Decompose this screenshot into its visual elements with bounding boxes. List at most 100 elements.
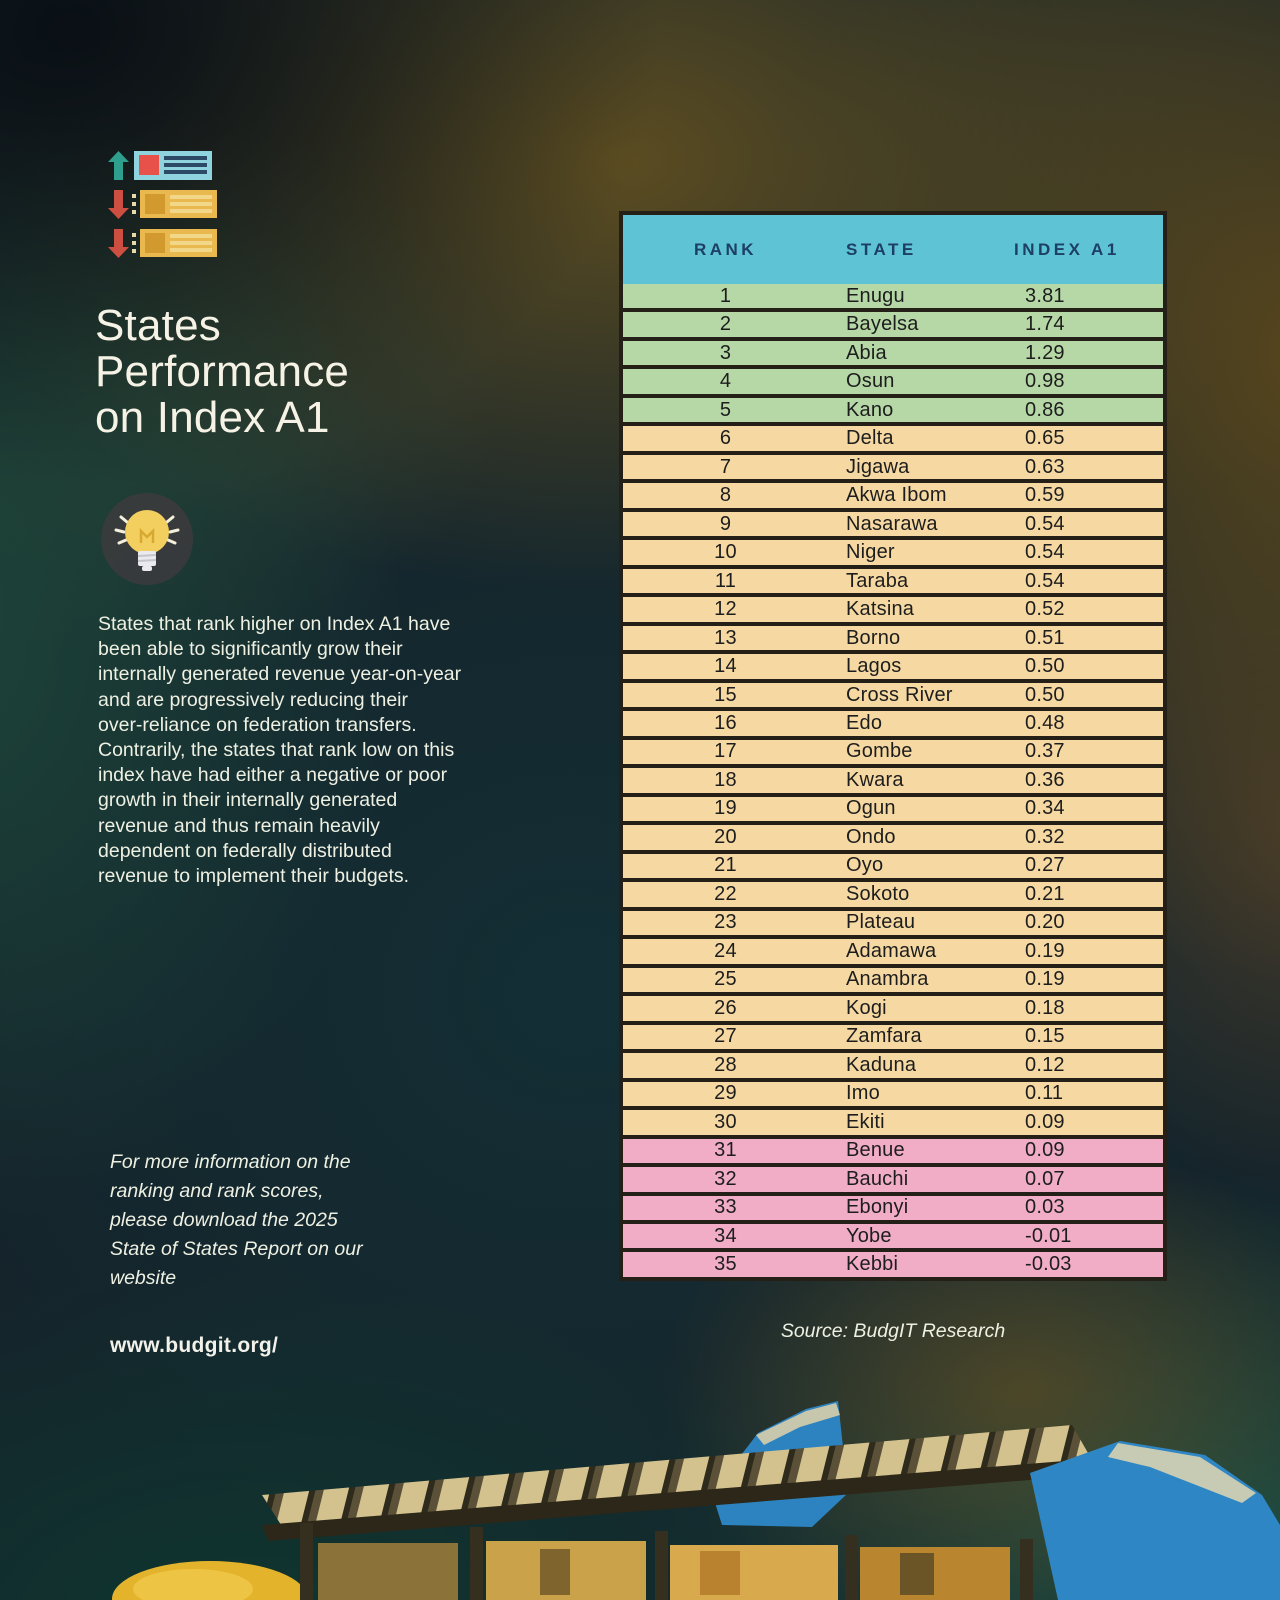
value-cell: 0.19 (1025, 968, 1065, 991)
state-cell: Enugu (846, 284, 905, 307)
value-cell: 0.86 (1025, 398, 1065, 421)
description-text: States that rank higher on Index A1 have… (98, 612, 461, 889)
description-line: internally generated revenue year-on-yea… (98, 663, 462, 686)
state-cell: Borno (846, 626, 901, 649)
state-cell: Kogi (846, 996, 887, 1019)
state-cell: Bayelsa (846, 313, 919, 336)
lightbulb-icon (101, 493, 193, 590)
value-cell: 0.15 (1025, 1025, 1065, 1048)
website-url: www.budgit.org/ (110, 1334, 279, 1357)
value-cell: 0.63 (1025, 455, 1065, 478)
table-row: 3 Abia 1.29 (623, 340, 1163, 366)
rank-cell: 23 (714, 911, 737, 934)
value-cell: 0.65 (1025, 427, 1065, 450)
state-cell: Kebbi (846, 1253, 899, 1276)
table-row: 14 Lagos 0.50 (623, 654, 1163, 679)
title-line: on Index A1 (95, 393, 330, 442)
rank-cell: 18 (714, 768, 737, 791)
low-rank-card-icon (140, 190, 217, 218)
table-row: 7 Jigawa 0.63 (623, 454, 1163, 480)
rank-cell: 32 (714, 1167, 737, 1190)
note-line: For more information on the (110, 1151, 351, 1173)
table-row: 20 Ondo 0.32 (623, 825, 1163, 850)
value-cell: 0.48 (1025, 712, 1065, 734)
rank-cell: 3 (719, 341, 732, 364)
top-rank-card-icon (134, 150, 212, 180)
value-cell: 0.54 (1025, 512, 1065, 535)
state-cell: Delta (846, 427, 894, 450)
state-cell: Lagos (846, 655, 902, 678)
value-cell: 0.37 (1025, 740, 1065, 763)
value-cell: -0.03 (1025, 1253, 1072, 1276)
table-row: 16 Edo 0.48 (623, 711, 1163, 736)
table-row: 8 Akwa Ibom 0.59 (623, 483, 1163, 508)
state-cell: Anambra (846, 968, 929, 991)
rank-cell: 14 (714, 655, 737, 678)
dots-icon (132, 233, 136, 253)
state-cell: Niger (846, 541, 895, 564)
state-cell: Edo (846, 712, 883, 734)
rank-cell: 12 (714, 598, 737, 621)
column-header-rank: RANK (693, 239, 758, 259)
rank-cell: 22 (714, 882, 737, 905)
description-line: been able to significantly grow their (98, 638, 403, 661)
value-cell: 0.59 (1025, 484, 1065, 507)
rank-cell: 4 (719, 370, 732, 393)
rank-cell: 2 (719, 313, 732, 336)
rank-cell: 33 (714, 1196, 737, 1219)
state-cell: Yobe (846, 1224, 892, 1247)
state-cell: Nasarawa (846, 512, 938, 535)
table-row: 27 Zamfara 0.15 (623, 1024, 1163, 1050)
table-header: RANK STATE INDEX A1 (623, 215, 1163, 284)
column-header-state: STATE (846, 239, 917, 259)
rank-cell: 28 (714, 1053, 737, 1076)
rank-cell: 15 (714, 683, 737, 706)
value-cell: 1.29 (1025, 341, 1065, 364)
state-cell: Benue (846, 1139, 905, 1162)
value-cell: -0.01 (1025, 1224, 1072, 1247)
description-line: revenue to implement their budgets. (98, 865, 410, 888)
description-line: revenue and thus remain heavily (98, 814, 380, 837)
rank-cell: 30 (714, 1110, 737, 1133)
value-cell: 0.50 (1025, 655, 1065, 678)
table-row: 19 Ogun 0.34 (623, 796, 1163, 822)
rank-cell: 34 (714, 1224, 737, 1247)
rank-cell: 13 (714, 626, 737, 649)
value-cell: 0.12 (1025, 1053, 1065, 1076)
ranking-legend-icon (108, 150, 217, 267)
value-cell: 0.36 (1025, 768, 1065, 791)
note-line: ranking and rank scores, (110, 1180, 324, 1202)
table-rows: 1 Enugu 3.81 2 Bayelsa 1.74 3 Abia 1.29 … (623, 284, 1163, 1277)
title-line: States (95, 301, 221, 350)
note-line: State of States Report on our (110, 1238, 363, 1260)
value-cell: 0.20 (1025, 911, 1065, 934)
more-info-note: For more information on the ranking and … (110, 1148, 363, 1293)
state-cell: Gombe (846, 740, 913, 763)
rank-cell: 10 (714, 541, 737, 564)
value-cell: 0.07 (1025, 1167, 1065, 1190)
value-cell: 0.32 (1025, 825, 1065, 848)
value-cell: 0.11 (1025, 1082, 1064, 1105)
arrow-down-icon (108, 228, 129, 258)
table-row: 33 Ebonyi 0.03 (623, 1195, 1163, 1220)
ranking-legend-row-down-2 (108, 228, 217, 258)
column-header-index: INDEX A1 (1014, 239, 1120, 259)
state-cell: Osun (846, 370, 895, 393)
description-line: index have had either a negative or poor (98, 764, 448, 787)
ranking-legend-row-up (108, 150, 217, 180)
state-cell: Sokoto (846, 882, 910, 905)
value-cell: 0.27 (1025, 854, 1065, 877)
rank-cell: 9 (719, 512, 732, 535)
description-line: over-reliance on federation transfers. (98, 713, 417, 736)
rank-cell: 8 (719, 484, 732, 507)
note-line: website (110, 1267, 177, 1289)
ranking-legend-row-down-1 (108, 189, 217, 219)
state-cell: Akwa Ibom (846, 484, 947, 507)
table-row: 21 Oyo 0.27 (623, 853, 1163, 879)
value-cell: 0.21 (1025, 882, 1065, 905)
index-table: RANK STATE INDEX A1 1 Enugu 3.81 2 Bayel… (619, 211, 1167, 1281)
source-text: Source: BudgIT Research (780, 1320, 1006, 1342)
value-cell: 3.81 (1025, 284, 1065, 307)
state-cell: Ebonyi (846, 1196, 909, 1219)
state-cell: Ogun (846, 797, 896, 820)
